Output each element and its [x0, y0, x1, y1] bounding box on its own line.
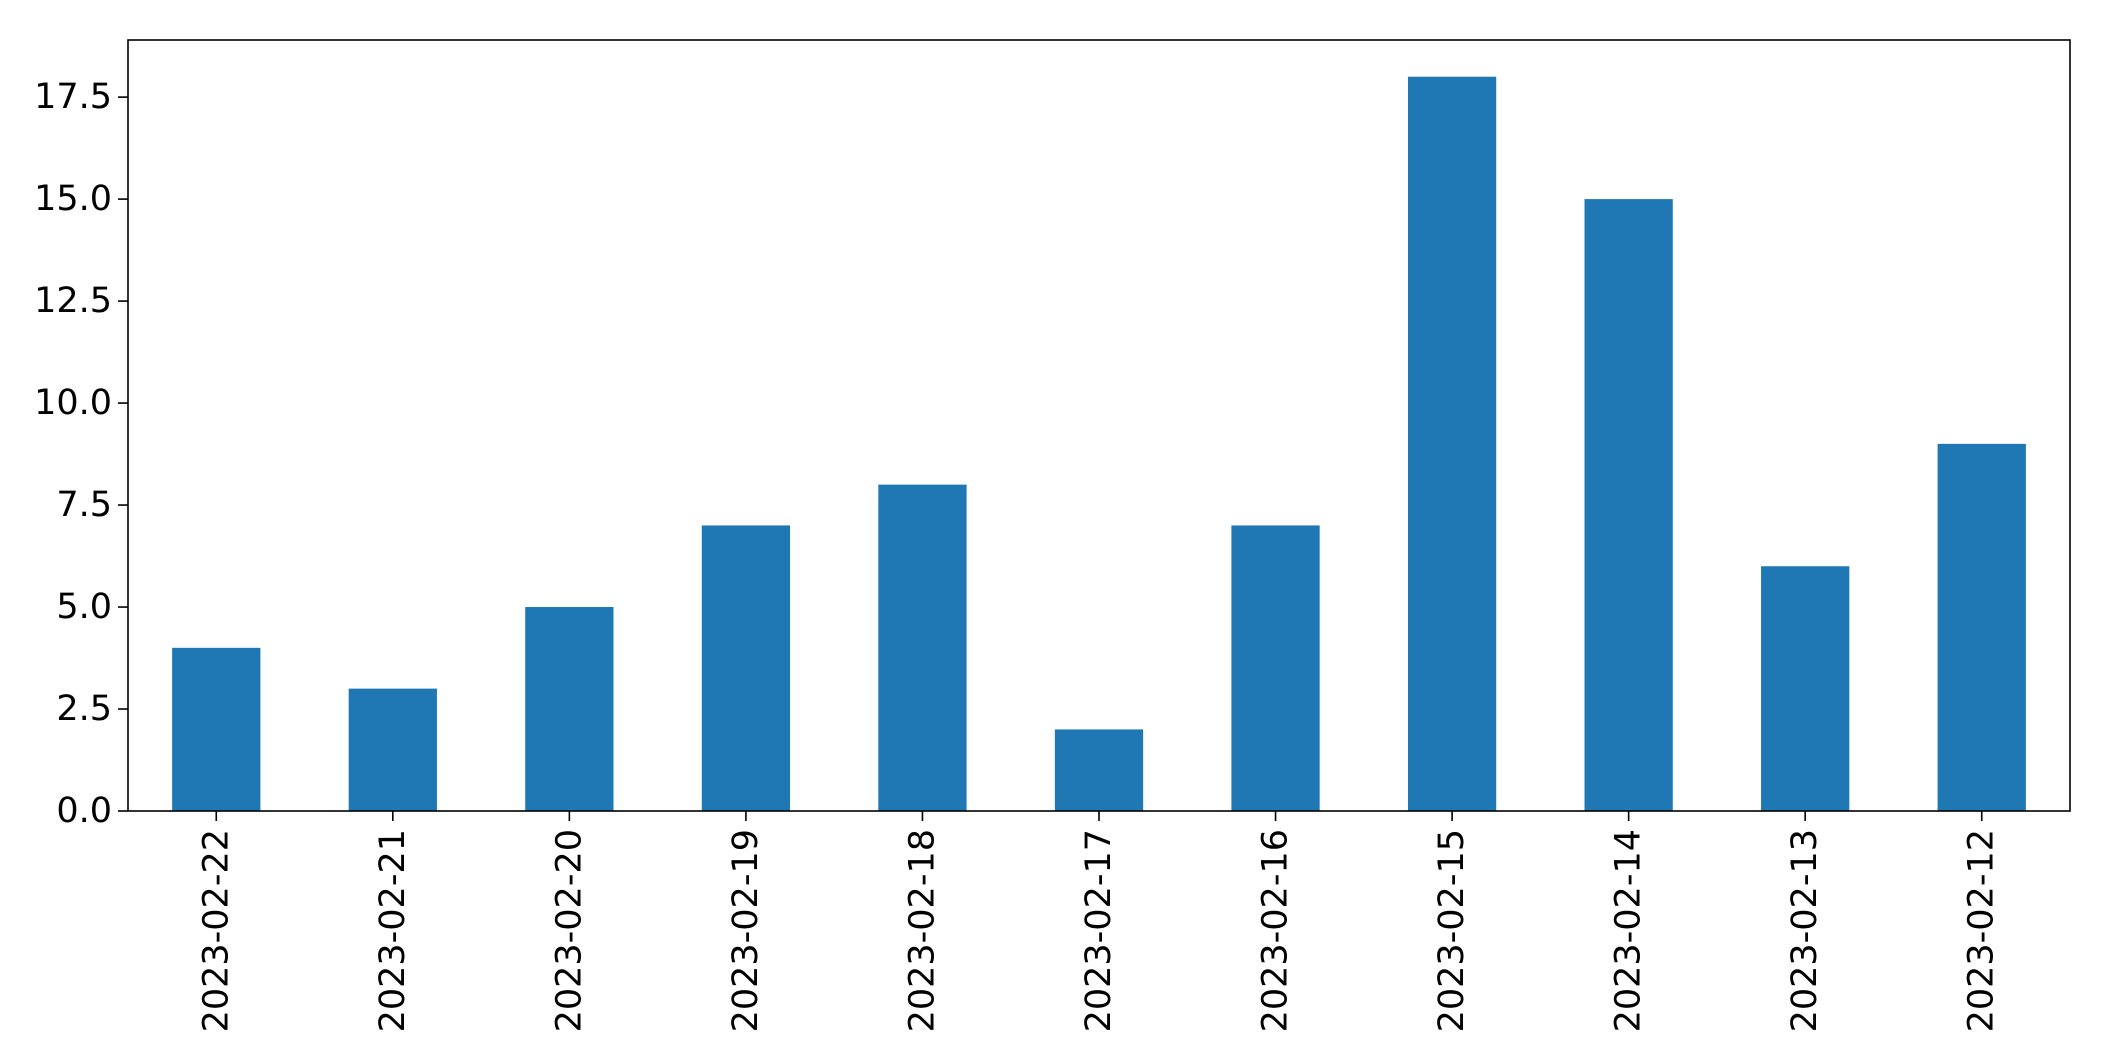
y-axis: 0.0 2.5 5.0 7.5 10.0 12.5 15.0 17.5 [34, 77, 128, 831]
plot-frame [127, 39, 2071, 812]
y-tick-label: 17.5 [34, 77, 112, 117]
x-tick-label: 2023-02-13 [1785, 829, 1825, 1032]
bar-2023-02-14 [1584, 199, 1673, 812]
bars-group [172, 76, 2026, 812]
x-tick-label: 2023-02-21 [373, 829, 413, 1032]
x-tick-label: 2023-02-20 [549, 829, 589, 1032]
y-tick-label: 12.5 [34, 281, 112, 321]
x-tick-label: 2023-02-14 [1609, 829, 1649, 1032]
y-tick-label: 5.0 [56, 587, 112, 627]
x-tick-label: 2023-02-15 [1432, 829, 1472, 1032]
y-tick-label: 0.0 [56, 791, 112, 831]
bar-2023-02-19 [701, 525, 791, 811]
y-tick-label: 2.5 [56, 689, 112, 729]
x-tick-label: 2023-02-19 [726, 829, 766, 1032]
x-tick-label: 2023-02-12 [1962, 829, 2002, 1032]
bar-2023-02-12 [1937, 443, 2026, 811]
bar-2023-02-21 [348, 688, 437, 811]
bar-2023-02-13 [1761, 566, 1850, 811]
y-tick-label: 15.0 [34, 179, 112, 219]
bar-2023-02-18 [878, 484, 967, 811]
x-tick-label: 2023-02-18 [902, 829, 942, 1032]
x-tick-label: 2023-02-22 [196, 829, 236, 1032]
x-tick-label: 2023-02-17 [1079, 829, 1119, 1032]
bar-2023-02-16 [1231, 525, 1320, 811]
y-tick-label: 10.0 [34, 383, 112, 423]
bar-2023-02-20 [525, 607, 614, 811]
bar-2023-02-22 [172, 647, 261, 811]
x-axis: 2023-02-22 2023-02-21 2023-02-20 2023-02-19… [196, 811, 2002, 1032]
bar-2023-02-15 [1407, 76, 1497, 811]
y-tick-label: 7.5 [56, 485, 112, 525]
x-tick-label: 2023-02-16 [1256, 829, 1296, 1032]
bar-2023-02-17 [1054, 729, 1144, 811]
